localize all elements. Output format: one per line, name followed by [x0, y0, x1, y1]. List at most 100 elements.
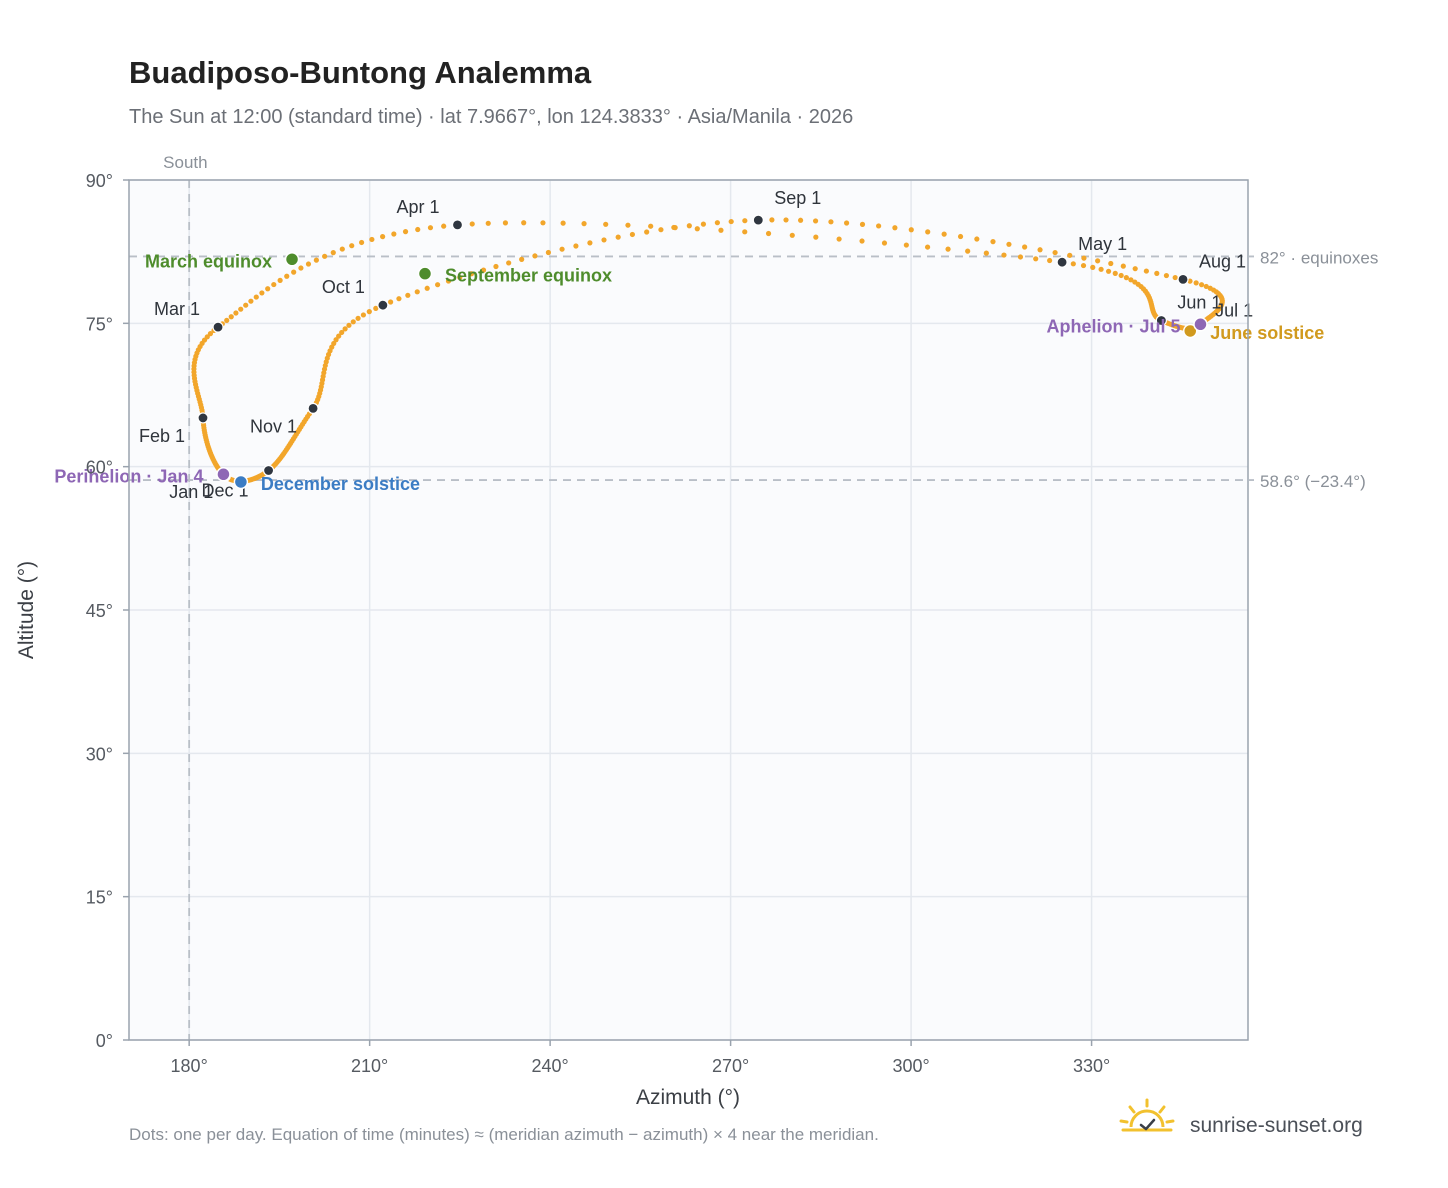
daily-dot [892, 225, 898, 231]
daily-dot [336, 333, 342, 339]
daily-dot [828, 219, 834, 225]
daily-dot [765, 230, 772, 237]
daily-dot [859, 238, 865, 244]
daily-dot [248, 298, 254, 304]
daily-dot [925, 229, 931, 235]
x-axis-label: Azimuth (°) [636, 1086, 740, 1109]
y-axis-ticks: 0° 15° 30° 45° 60° 75° 90° [86, 171, 129, 1051]
daily-dot [560, 220, 566, 226]
event-label: June solstice [1210, 323, 1324, 343]
daily-dot [813, 234, 819, 240]
event-point [417, 266, 433, 281]
chart-subtitle: The Sun at 12:00 (standard time) · lat 7… [129, 106, 853, 128]
daily-dot [339, 246, 345, 252]
daily-dot [396, 296, 402, 302]
month-label: Oct 1 [322, 277, 365, 297]
daily-dot [990, 239, 996, 245]
daily-dot [402, 229, 409, 235]
month-label: Feb 1 [139, 426, 185, 446]
daily-dot [941, 231, 947, 237]
daily-dot [349, 243, 355, 249]
daily-dot [742, 229, 748, 235]
event-point [1193, 317, 1208, 332]
daily-dot [298, 265, 304, 271]
event-point [284, 252, 300, 267]
y-tick-label: 60° [86, 458, 113, 478]
x-tick-label: 210° [351, 1056, 388, 1076]
daily-dot [859, 221, 866, 227]
daily-dot [1187, 278, 1193, 284]
daily-dot [1207, 285, 1213, 291]
daily-dot [694, 226, 700, 232]
daily-dot [265, 286, 271, 292]
daily-dot [769, 217, 775, 223]
daily-dot [625, 222, 631, 228]
daily-dot [355, 315, 361, 321]
month-point [1056, 256, 1068, 268]
daily-dot [305, 261, 312, 267]
daily-dot [573, 243, 579, 249]
daily-dot [424, 285, 430, 291]
daily-dot [502, 220, 509, 226]
x-tick-label: 270° [712, 1056, 749, 1076]
month-point [451, 219, 464, 231]
x-tick-label: 180° [171, 1056, 208, 1076]
x-axis-ticks: 180° 210° 240° 270° 300° 330° [171, 1040, 1110, 1076]
footnote: Dots: one per day. Equation of time (min… [129, 1125, 879, 1144]
daily-dot [1022, 244, 1028, 250]
daily-dot [253, 294, 259, 300]
daily-dot [1090, 264, 1096, 271]
month-point [1155, 314, 1167, 327]
daily-dot [843, 220, 850, 226]
daily-dot [207, 331, 214, 337]
daily-dot [629, 231, 636, 238]
daily-dot [881, 240, 888, 246]
daily-dot [414, 289, 420, 295]
month-label: Jun 1 [1177, 292, 1221, 312]
daily-dot [1081, 255, 1087, 261]
daily-dot [1080, 262, 1087, 269]
daily-dot [1095, 258, 1101, 264]
daily-dot [388, 299, 394, 305]
daily-dot [783, 217, 789, 223]
daily-dot [313, 257, 319, 263]
daily-dot [457, 274, 463, 281]
daily-dot [908, 227, 914, 233]
daily-dot [238, 306, 244, 312]
daily-dot [204, 334, 210, 340]
x-tick-label: 300° [892, 1056, 929, 1076]
month-point [1177, 273, 1189, 285]
month-label: Nov 1 [250, 416, 297, 436]
daily-dot [718, 227, 724, 233]
month-point [262, 464, 275, 477]
daily-dot [346, 322, 352, 328]
daily-dot [391, 231, 397, 237]
daily-dot [369, 236, 375, 243]
daily-dot [405, 292, 411, 298]
daily-dot [615, 234, 621, 240]
month-point [307, 402, 319, 414]
daily-dot [445, 278, 452, 284]
daily-dot [1098, 266, 1104, 272]
daily-dot [686, 223, 692, 229]
daily-dot [836, 236, 842, 242]
sun-check-icon [1119, 1098, 1175, 1132]
daily-dot [1037, 247, 1043, 253]
daily-dot [339, 329, 345, 336]
reference-line-label: 82° · equinoxes [1260, 248, 1378, 267]
daily-dot [876, 223, 882, 229]
month-label: Jul 1 [1215, 300, 1253, 320]
event-label: March equinox [145, 251, 272, 271]
daily-dot [1108, 260, 1114, 267]
daily-dot [243, 302, 249, 308]
daily-dot [1118, 272, 1124, 279]
daily-dot [1172, 274, 1178, 281]
daily-dot [358, 239, 365, 246]
month-point [752, 214, 764, 226]
daily-dot [559, 246, 565, 252]
daily-dot [1067, 252, 1073, 258]
event-label: Aphelion · Jul 5 [1046, 316, 1180, 336]
daily-dot [714, 220, 720, 226]
daily-dot [1112, 270, 1118, 276]
